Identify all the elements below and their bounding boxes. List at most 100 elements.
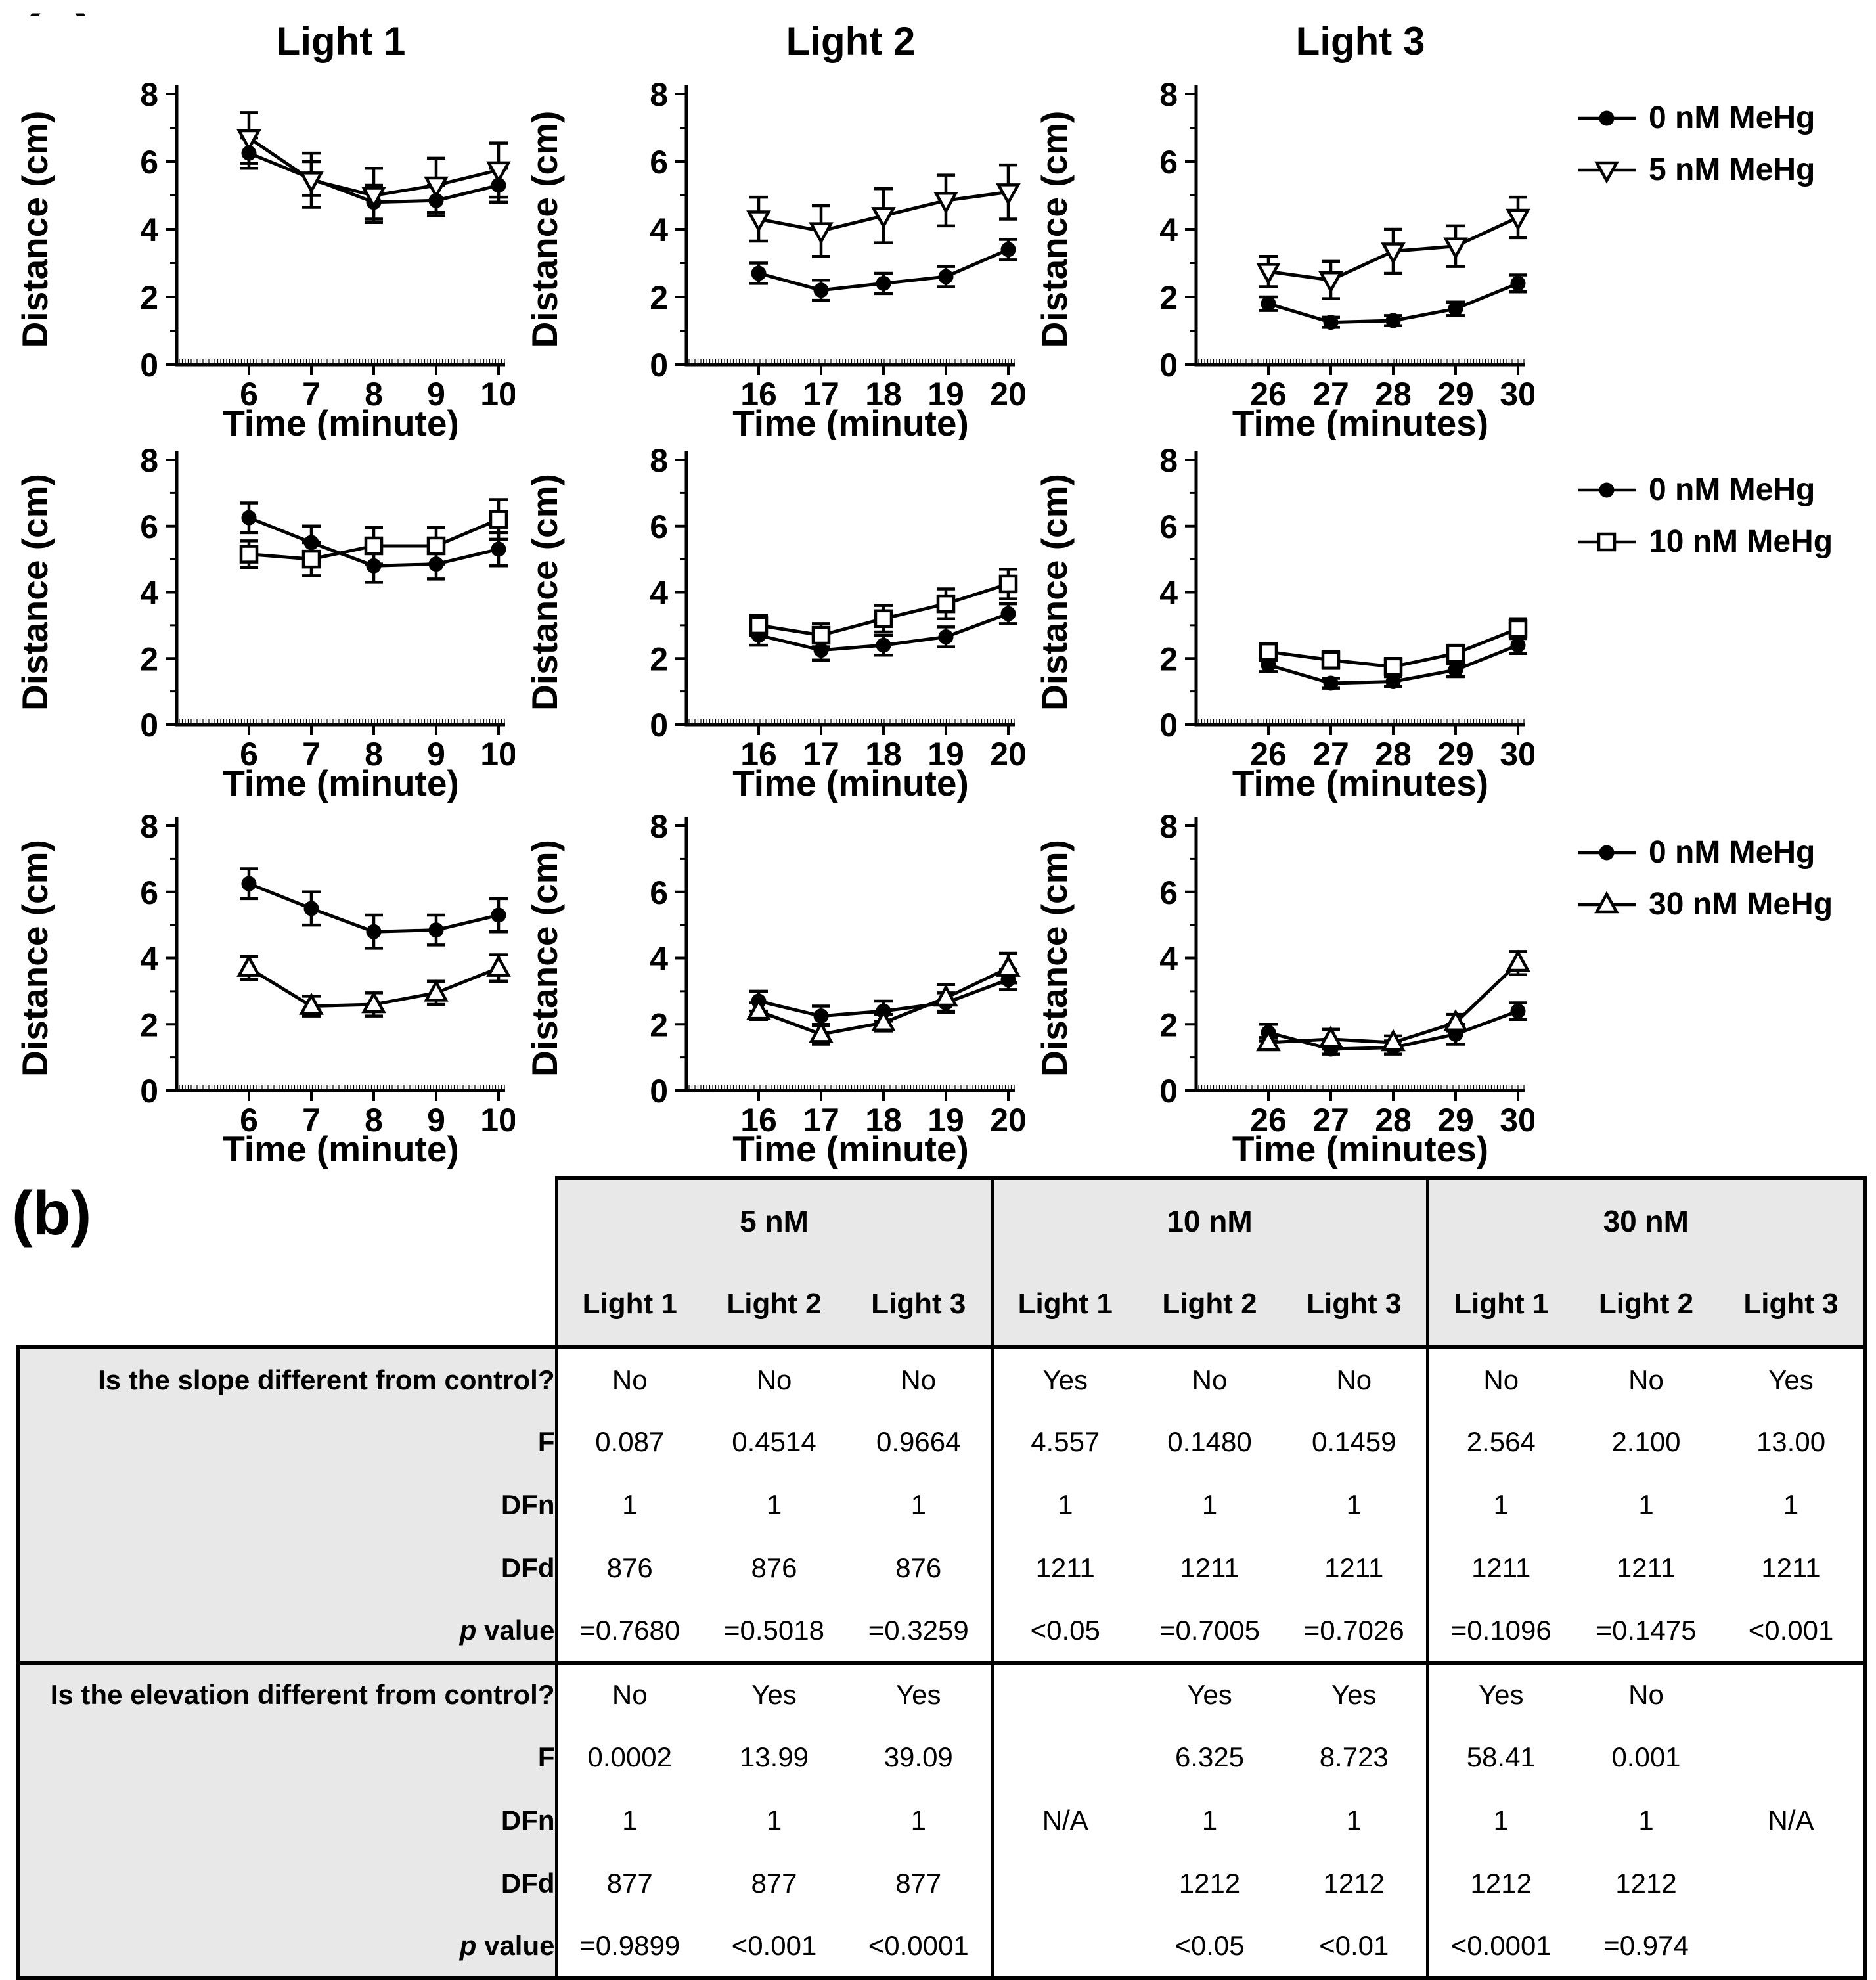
circle-filled-marker-icon <box>1385 674 1401 690</box>
table-cell: 1 <box>554 1789 702 1852</box>
table-subheader: Light 1 <box>554 1263 702 1347</box>
table-cell: 1 <box>1719 1474 1867 1537</box>
x-tick-label: 27 <box>1312 1102 1349 1138</box>
square-marker-icon <box>426 536 446 556</box>
circle-filled-marker-icon <box>491 907 506 923</box>
y-tick-label: 4 <box>140 575 158 612</box>
col-group-30nm: 30 nM <box>1425 1176 1867 1263</box>
legend-label: 0 nM MeHg <box>1649 472 1816 507</box>
circle-filled-marker-icon <box>876 275 891 291</box>
circle-filled-marker-icon <box>241 145 257 161</box>
triangle-down-marker-icon <box>1381 242 1406 265</box>
table-subheader: Light 3 <box>1282 1263 1427 1347</box>
y-tick-label: 6 <box>1159 874 1178 911</box>
circle-filled-marker-icon <box>303 901 319 916</box>
x-tick-label: 20 <box>990 376 1025 413</box>
table-cell: No <box>1573 1345 1719 1410</box>
table-cell: 1 <box>1425 1474 1573 1537</box>
y-tick-label: 8 <box>1159 443 1178 479</box>
square-marker-icon <box>302 549 321 569</box>
legend-circle-filled-icon <box>1578 845 1636 860</box>
y-axis-label: Distance (cm) <box>524 474 565 711</box>
table-cell: 1 <box>1573 1789 1719 1852</box>
x-tick-label: 16 <box>740 1102 777 1138</box>
circle-filled-marker-icon <box>1261 657 1276 673</box>
chart-light2-vs-10nm: 0 2 4 6 8 16 17 18 19 20 Distance (cm) Time (minute… <box>519 443 1025 805</box>
triangle-up-marker-icon <box>933 984 958 1007</box>
table-cell: <0.01 <box>1282 1915 1427 1980</box>
table-cell: Yes <box>1137 1661 1282 1726</box>
table-cell: 0.087 <box>554 1410 702 1474</box>
y-tick-label: 6 <box>650 874 668 911</box>
y-tick-label: 4 <box>1159 212 1178 248</box>
table-row: Is the elevation different from control?… <box>16 1661 1867 1726</box>
table-cell: 1 <box>990 1474 1137 1537</box>
table-cell: 1 <box>702 1474 847 1537</box>
series-markers <box>751 606 1016 658</box>
circle-filled-marker-icon <box>1510 637 1526 653</box>
triangle-up-marker-icon <box>299 992 324 1015</box>
table-subheader: Light 2 <box>1137 1263 1282 1347</box>
table-cell: Yes <box>1425 1661 1573 1726</box>
circle-filled-marker-icon <box>1261 296 1276 311</box>
table-cell <box>1719 1661 1867 1726</box>
table-cell <box>1719 1915 1867 1980</box>
row-label: DFd <box>16 1852 558 1915</box>
y-tick-label: 2 <box>1159 279 1178 316</box>
circle-filled-marker-icon <box>813 1008 829 1024</box>
y-tick-label: 6 <box>140 874 158 911</box>
x-axis-label: Time (minute) <box>223 1129 459 1169</box>
y-tick-label: 6 <box>140 144 158 181</box>
table-cell: 1 <box>702 1789 847 1852</box>
x-tick-label: 19 <box>927 376 964 413</box>
table-row: Is the slope different from control? No No… <box>16 1345 1867 1410</box>
y-tick-label: 0 <box>1159 347 1178 384</box>
table-cell: 877 <box>554 1852 702 1915</box>
table-cell: No <box>554 1661 702 1726</box>
circle-filled-marker-icon <box>938 269 954 284</box>
y-axis-label: Distance (cm) <box>1034 840 1075 1077</box>
table-cell: 1211 <box>1573 1537 1719 1600</box>
triangle-up-marker-icon <box>486 954 511 977</box>
x-axis-label: Time (minute) <box>732 1129 969 1169</box>
circle-filled-marker-icon <box>1448 301 1463 317</box>
x-tick-label: 30 <box>1500 1102 1534 1138</box>
square-marker-icon <box>1508 619 1528 639</box>
legend-item: 30 nM MeHg <box>1575 886 1833 922</box>
col-group-10nm: 10 nM <box>990 1176 1427 1263</box>
table-cell: No <box>847 1345 992 1410</box>
table-cell <box>1719 1852 1867 1915</box>
table-corner <box>18 1178 556 1263</box>
table-cell: =0.974 <box>1573 1915 1719 1980</box>
circle-filled-marker-icon <box>1599 110 1615 125</box>
legend-label: 0 nM MeHg <box>1649 835 1816 870</box>
circle-filled-marker-icon <box>366 558 382 574</box>
legend-item: 10 nM MeHg <box>1575 524 1833 560</box>
table-row: F 0.0002 13.99 39.09 6.325 8.723 58.41 0.001 <box>16 1726 1867 1789</box>
legend-item: 0 nM MeHg <box>1575 834 1833 870</box>
triangle-up-marker-icon <box>871 1009 896 1031</box>
table-cell: =0.5018 <box>702 1600 847 1663</box>
y-tick-label: 8 <box>1159 809 1178 845</box>
y-tick-label: 4 <box>1159 575 1178 612</box>
square-marker-icon <box>1446 644 1465 663</box>
y-axis-label: Distance (cm) <box>14 840 55 1077</box>
triangle-up-marker-icon <box>361 991 386 1014</box>
table-cell: 13.99 <box>702 1726 847 1789</box>
series-markers <box>751 242 1016 298</box>
x-tick-label: 29 <box>1437 1102 1474 1138</box>
x-tick-label: 9 <box>427 376 445 413</box>
triangle-down-marker-icon <box>299 171 324 194</box>
circle-filled-marker-icon <box>1448 662 1463 678</box>
y-tick-label: 0 <box>1159 707 1178 744</box>
y-axis-label: Distance (cm) <box>524 840 565 1077</box>
table-cell: N/A <box>990 1789 1137 1852</box>
table-cell: 0.0002 <box>554 1726 702 1789</box>
table-row: DFd 877 877 877 1212 1212 1212 1212 <box>16 1852 1867 1915</box>
table-cell: Yes <box>847 1661 992 1726</box>
x-tick-label: 18 <box>865 736 902 773</box>
x-tick-label: 9 <box>427 736 445 773</box>
x-tick-label: 29 <box>1437 376 1474 413</box>
table-cell <box>990 1915 1137 1980</box>
table-cell: <0.0001 <box>847 1915 992 1980</box>
